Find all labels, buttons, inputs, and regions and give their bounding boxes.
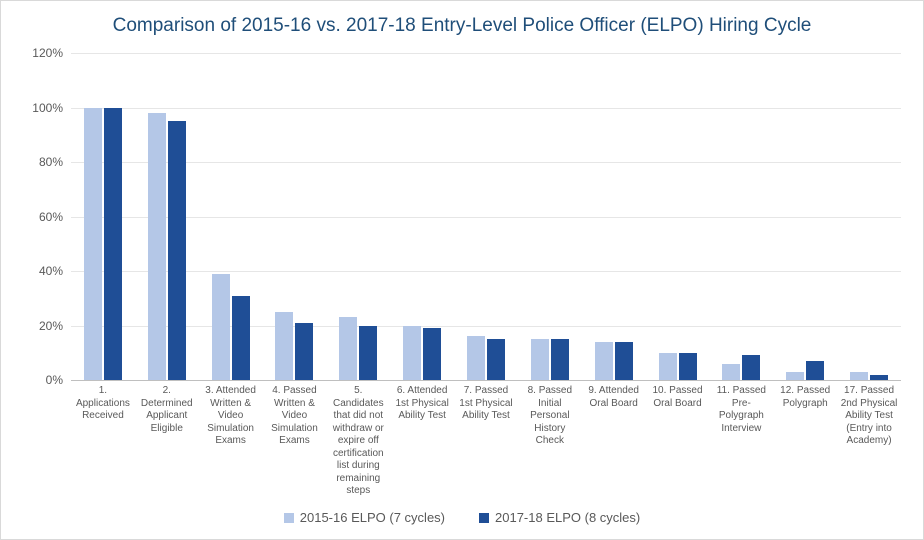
x-axis-labels: 1. Applications Received2. Determined Ap… xyxy=(71,385,901,498)
bar xyxy=(679,353,697,380)
category-group xyxy=(646,53,710,380)
category-group xyxy=(390,53,454,380)
category-group xyxy=(518,53,582,380)
x-tick-label: 12. Passed Polygraph xyxy=(773,385,837,498)
legend-item: 2015-16 ELPO (7 cycles) xyxy=(284,510,445,525)
bar xyxy=(423,328,441,380)
x-tick-label: 1. Applications Received xyxy=(71,385,135,498)
category-group xyxy=(326,53,390,380)
bar xyxy=(275,312,293,380)
bar xyxy=(295,323,313,380)
bar xyxy=(595,342,613,380)
y-tick-label: 100% xyxy=(32,101,71,115)
y-tick-label: 60% xyxy=(39,210,71,224)
bar xyxy=(232,296,250,380)
bar xyxy=(531,339,549,380)
bar xyxy=(722,364,740,380)
bar xyxy=(168,121,186,380)
bar xyxy=(870,375,888,380)
legend-swatch xyxy=(284,513,294,523)
y-tick-label: 120% xyxy=(32,46,71,60)
legend-item: 2017-18 ELPO (8 cycles) xyxy=(479,510,640,525)
bar xyxy=(806,361,824,380)
x-tick-label: 6. Attended 1st Physical Ability Test xyxy=(390,385,454,498)
bar xyxy=(659,353,677,380)
bars-group xyxy=(71,53,901,380)
x-tick-label: 4. Passed Written & Video Simulation Exa… xyxy=(263,385,327,498)
x-tick-label: 5. Candidates that did not withdraw or e… xyxy=(326,385,390,498)
category-group xyxy=(199,53,263,380)
category-group xyxy=(773,53,837,380)
category-group xyxy=(71,53,135,380)
x-tick-label: 3. Attended Written & Video Simulation E… xyxy=(199,385,263,498)
bar xyxy=(615,342,633,380)
y-tick-label: 40% xyxy=(39,264,71,278)
x-tick-label: 9. Attended Oral Board xyxy=(582,385,646,498)
chart-title: Comparison of 2015-16 vs. 2017-18 Entry-… xyxy=(1,1,923,41)
bar xyxy=(148,113,166,380)
category-group xyxy=(582,53,646,380)
bar xyxy=(339,317,357,380)
x-tick-label: 17. Passed 2nd Physical Ability Test (En… xyxy=(837,385,901,498)
y-tick-label: 20% xyxy=(39,319,71,333)
bar xyxy=(487,339,505,380)
bar xyxy=(104,108,122,381)
x-tick-label: 2. Determined Applicant Eligible xyxy=(135,385,199,498)
bar xyxy=(403,326,421,381)
bar xyxy=(212,274,230,380)
legend-label: 2015-16 ELPO (7 cycles) xyxy=(300,510,445,525)
bar xyxy=(359,326,377,381)
category-group xyxy=(263,53,327,380)
bar xyxy=(551,339,569,380)
bar xyxy=(786,372,804,380)
x-tick-label: 11. Passed Pre-Polygraph Interview xyxy=(709,385,773,498)
x-tick-label: 8. Passed Initial Personal History Check xyxy=(518,385,582,498)
plot-area: 0%20%40%60%80%100%120% xyxy=(71,53,901,381)
bar xyxy=(84,108,102,381)
chart-container: Comparison of 2015-16 vs. 2017-18 Entry-… xyxy=(0,0,924,540)
legend: 2015-16 ELPO (7 cycles) 2017-18 ELPO (8 c… xyxy=(1,510,923,525)
category-group xyxy=(709,53,773,380)
category-group xyxy=(454,53,518,380)
x-tick-label: 7. Passed 1st Physical Ability Test xyxy=(454,385,518,498)
y-tick-label: 80% xyxy=(39,155,71,169)
legend-swatch xyxy=(479,513,489,523)
category-group xyxy=(135,53,199,380)
bar xyxy=(467,336,485,380)
legend-label: 2017-18 ELPO (8 cycles) xyxy=(495,510,640,525)
category-group xyxy=(837,53,901,380)
x-tick-label: 10. Passed Oral Board xyxy=(646,385,710,498)
bar xyxy=(850,372,868,380)
bar xyxy=(742,355,760,380)
y-tick-label: 0% xyxy=(46,373,71,387)
